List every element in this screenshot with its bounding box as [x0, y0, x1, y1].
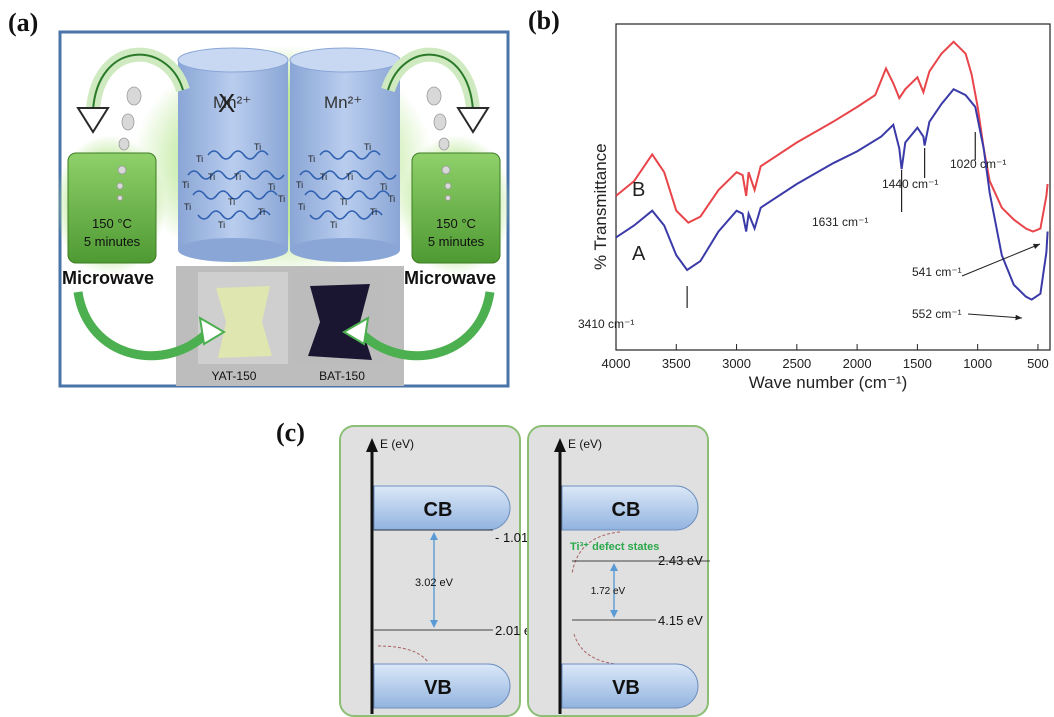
svg-text:Ti: Ti: [268, 182, 275, 192]
left-cb-label: CB: [424, 499, 453, 521]
left-gap-label: 3.02 eV: [415, 577, 454, 589]
svg-text:Ti: Ti: [228, 197, 235, 207]
band-panel-right: E (eV) CB Ti³⁺ defect states 2.43 eV 1.7…: [527, 425, 710, 717]
cross-mark: X: [218, 88, 235, 118]
curved-arrows-top: [76, 47, 490, 134]
x-tick-label-500: 500: [1027, 356, 1049, 371]
plot-frame: [615, 23, 1051, 351]
svg-text:Ti: Ti: [254, 142, 261, 152]
annotation-label-541: 541 cm⁻¹: [912, 265, 962, 279]
ftir-chart: 4000 3500 3000 2500 2000 1500 1000 500 3410 cm⁻…: [578, 23, 1051, 392]
microwave-box-left: 150 °C 5 minutes: [67, 152, 157, 264]
annotation-label-552: 552 cm⁻¹: [912, 307, 962, 321]
microwave-label-left: Microwave: [62, 268, 154, 288]
svg-text:Ti: Ti: [218, 220, 225, 230]
microwave-box-right: 150 °C 5 minutes: [411, 152, 501, 264]
svg-text:Ti: Ti: [320, 172, 327, 182]
x-tick-label-3500: 3500: [662, 356, 691, 371]
series-line-b: [615, 40, 1049, 233]
microwave-label-right: Microwave: [404, 268, 496, 288]
defect-states-label: Ti³⁺ defect states: [570, 541, 659, 553]
annotation-arrow-552: [967, 313, 1023, 319]
jar-right: [289, 47, 401, 262]
right-cb-label: CB: [612, 499, 641, 521]
annotation-arrowhead-541: [1033, 243, 1040, 249]
curved-arrows-bottom: [73, 291, 495, 361]
left-temperature: 150 °C: [92, 216, 132, 231]
svg-text:Ti: Ti: [330, 220, 337, 230]
x-tick-label-2000: 2000: [843, 356, 872, 371]
x-tick-label-4000: 4000: [602, 356, 631, 371]
panel-label-c: (c): [276, 418, 305, 447]
jar-left: [177, 47, 289, 262]
product-left-label: YAT-150: [212, 369, 257, 383]
series-label-a: A: [632, 243, 646, 265]
svg-text:Ti: Ti: [258, 207, 265, 217]
right-time: 5 minutes: [428, 234, 485, 249]
annotation-label-3410: 3410 cm⁻¹: [578, 317, 634, 331]
left-vb-label: VB: [424, 677, 452, 699]
svg-text:Ti: Ti: [388, 194, 395, 204]
right-temperature: 150 °C: [436, 216, 476, 231]
y-axis-label: % Transmittance: [591, 143, 610, 270]
svg-text:Ti: Ti: [296, 180, 303, 190]
x-tick-label-2500: 2500: [782, 356, 811, 371]
jar-right-label: Mn²⁺: [324, 93, 362, 112]
annotation-arrow-541: [961, 243, 1041, 277]
left-vb-band: [373, 663, 511, 709]
svg-text:Ti: Ti: [380, 182, 387, 192]
left-energy-axis-label: E (eV): [380, 437, 414, 451]
annotation-arrowhead-552: [1015, 314, 1022, 321]
x-tick-label-1000: 1000: [963, 356, 992, 371]
svg-text:Ti: Ti: [278, 194, 285, 204]
sample-yellow: [216, 286, 272, 358]
svg-text:Ti: Ti: [234, 172, 241, 182]
polymer-chains-right: [299, 150, 397, 220]
jar-left-label: Mn²⁺: [213, 93, 251, 112]
panel-label-a: (a): [8, 8, 39, 37]
series-line-a: [615, 87, 1049, 301]
svg-text:Ti: Ti: [182, 180, 189, 190]
right-vb-label: VB: [612, 677, 640, 699]
sample-black: [308, 284, 372, 360]
x-tick-label-3000: 3000: [722, 356, 751, 371]
svg-text:Ti: Ti: [184, 202, 191, 212]
svg-text:Ti: Ti: [370, 207, 377, 217]
series-label-b: B: [632, 179, 645, 201]
x-tick-label-1500: 1500: [903, 356, 932, 371]
svg-text:Ti: Ti: [340, 197, 347, 207]
right-cb-band: [561, 485, 699, 531]
svg-text:Ti: Ti: [346, 172, 353, 182]
annotation-label-1020: 1020 cm⁻¹: [950, 157, 1006, 171]
svg-text:Ti: Ti: [308, 154, 315, 164]
band-panel-left: E (eV) CB - 1.01 eV 3.02 eV 2.01 eV VB: [339, 425, 548, 717]
svg-text:Ti: Ti: [196, 154, 203, 164]
svg-text:Ti: Ti: [208, 172, 215, 182]
left-time: 5 minutes: [84, 234, 141, 249]
svg-text:Ti: Ti: [364, 142, 371, 152]
right-energy-axis-label: E (eV): [568, 437, 602, 451]
right-gap-label: 1.72 eV: [591, 586, 626, 597]
svg-text:Ti: Ti: [298, 202, 305, 212]
annotation-label-1631: 1631 cm⁻¹: [812, 215, 868, 229]
x-axis-label: Wave number (cm⁻¹): [749, 373, 908, 392]
droplets: [116, 86, 452, 201]
polymer-chains-left: [187, 150, 285, 220]
right-lower-level: 4.15 eV: [658, 613, 703, 628]
right-vb-band: [561, 663, 699, 709]
annotation-label-1440: 1440 cm⁻¹: [882, 177, 938, 191]
panel-c-band-diagrams: E (eV) CB - 1.01 eV 3.02 eV 2.01 eV VB E…: [339, 425, 710, 717]
panel-label-b: (b): [528, 6, 560, 35]
right-upper-level: 2.43 eV: [658, 553, 703, 568]
product-right-label: BAT-150: [319, 369, 365, 383]
